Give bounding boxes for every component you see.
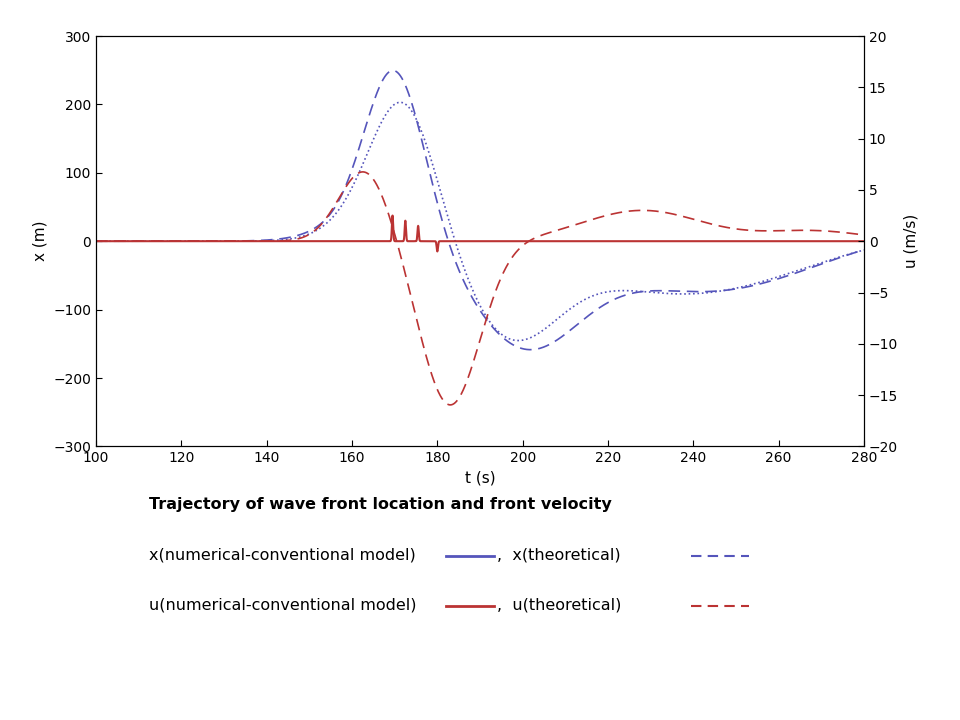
Text: Trajectory of wave front location and front velocity: Trajectory of wave front location and fr… xyxy=(149,497,612,512)
Text: ,  x(theoretical): , x(theoretical) xyxy=(497,547,621,562)
Text: x(numerical-conventional model): x(numerical-conventional model) xyxy=(149,547,416,562)
Text: ,  u(theoretical): , u(theoretical) xyxy=(497,598,622,613)
X-axis label: t (s): t (s) xyxy=(465,471,495,486)
Y-axis label: u (m/s): u (m/s) xyxy=(903,214,919,269)
Y-axis label: x (m): x (m) xyxy=(33,221,48,261)
Text: u(numerical-conventional model): u(numerical-conventional model) xyxy=(149,598,417,613)
